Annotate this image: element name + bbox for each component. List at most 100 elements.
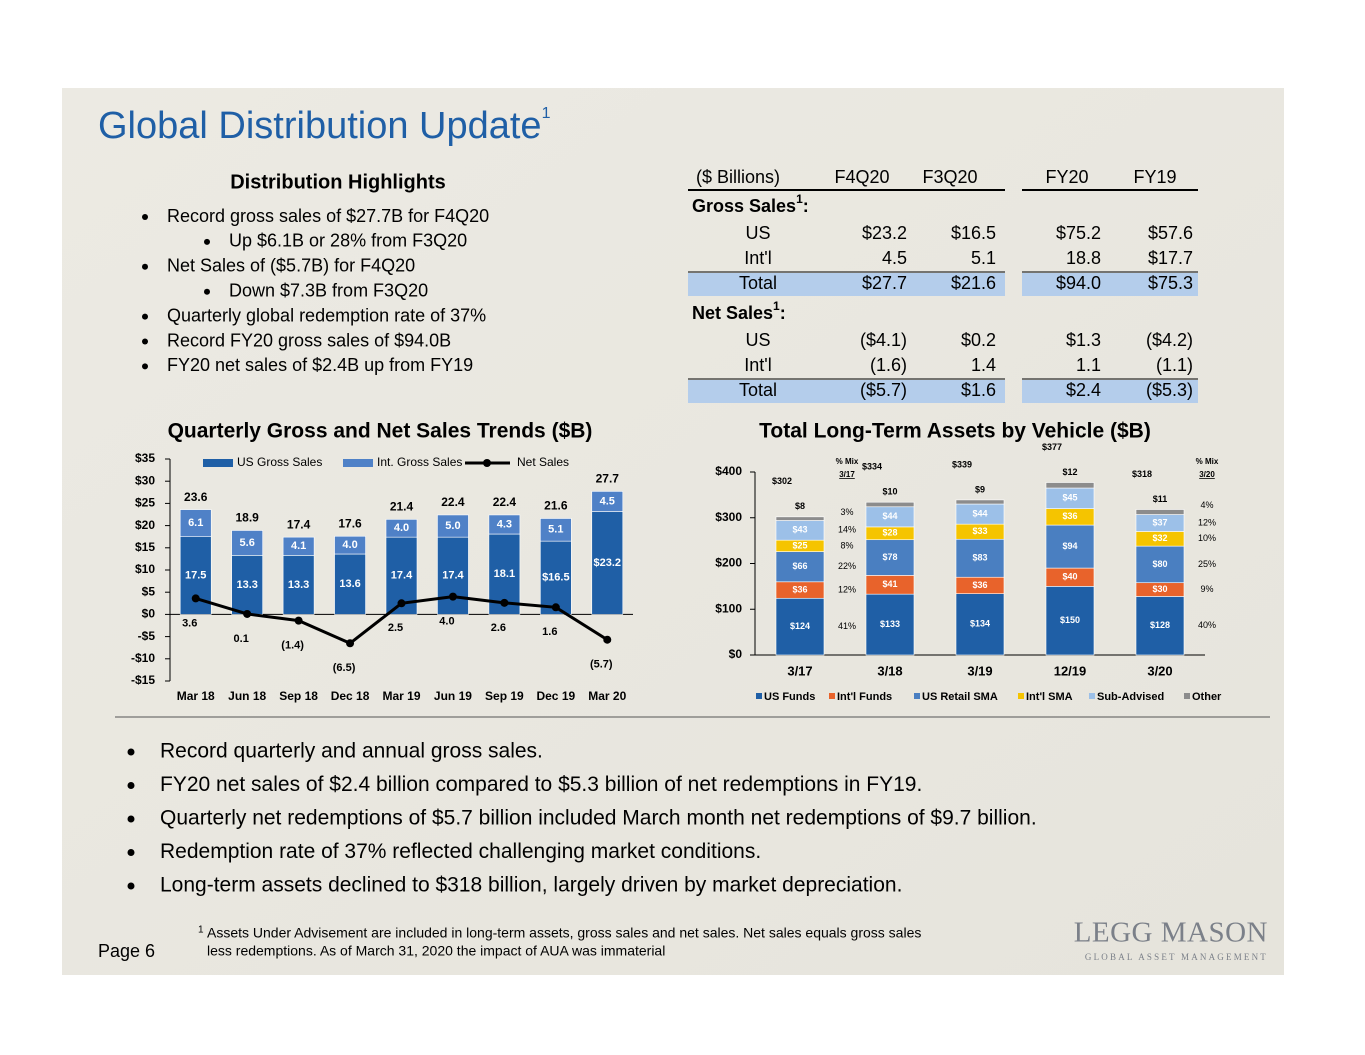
legend-label: US Gross Sales: [237, 455, 322, 469]
bar-segment: [1045, 524, 1095, 569]
value-label: 5.1: [548, 524, 563, 536]
summary-bullet: FY20 net sales of $2.4 billion compared …: [160, 773, 922, 796]
row-label: Total: [739, 273, 777, 293]
bar-segment: [775, 597, 825, 656]
bullet: [127, 782, 135, 789]
x-tick-label: 12/19: [1054, 663, 1087, 678]
value-label: 4.5: [600, 495, 615, 507]
table-value: $1.3: [1066, 330, 1101, 350]
x-tick-label: Mar 18: [177, 689, 215, 703]
line-point: [397, 599, 406, 608]
total-label: $339: [952, 459, 972, 469]
bullet: [142, 363, 148, 370]
total-label: 22.4: [493, 495, 517, 509]
bar-segment: [775, 551, 825, 583]
value-label: $30: [1152, 584, 1167, 594]
table-value: 1.4: [971, 355, 996, 375]
value-label: $128: [1150, 620, 1170, 630]
value-label: 6.1: [188, 517, 203, 529]
section-title: Net Sales1:: [692, 299, 786, 323]
logo-tagline: GLOBAL ASSET MANAGEMENT: [1085, 952, 1268, 962]
bullet: [142, 338, 148, 345]
mix-label: 22%: [838, 561, 856, 571]
x-tick-label: Sep 19: [485, 689, 524, 703]
table-header: FY20: [1045, 167, 1088, 187]
total-label: 27.7: [596, 472, 620, 486]
x-tick-label: Jun 19: [434, 689, 472, 703]
section-title-text: Gross Sales: [692, 196, 796, 216]
value-label: $9: [975, 484, 985, 494]
bar-segment: [385, 519, 418, 538]
bar-segment: [1045, 482, 1095, 489]
y-tick-label: -$15: [131, 673, 155, 687]
highlight-item: Quarterly global redemption rate of 37%: [167, 305, 486, 325]
title-sup: 1: [542, 105, 551, 122]
legend-label: Int. Gross Sales: [377, 455, 462, 469]
table-value: 18.8: [1066, 248, 1101, 268]
summary-bullet: Long-term assets declined to $318 billio…: [160, 874, 902, 897]
value-label: $124: [790, 621, 810, 631]
value-label: $23.2: [594, 557, 622, 569]
line-point: [603, 635, 612, 644]
value-label: 17.5: [185, 569, 206, 581]
highlight-item: Down $7.3B from F3Q20: [229, 280, 428, 300]
x-tick-label: 3/17: [787, 663, 812, 678]
legend-swatch: [343, 459, 373, 467]
legend-label: Sub-Advised: [1097, 691, 1164, 703]
value-label: $36: [972, 580, 987, 590]
highlight-item: FY20 net sales of $2.4B up from FY19: [167, 355, 473, 375]
value-label: 4.3: [497, 518, 512, 530]
value-label: $133: [880, 619, 900, 629]
value-label: $8: [795, 501, 805, 511]
total-label: $302: [772, 476, 792, 486]
table-value: ($4.1): [860, 330, 907, 350]
total-label: $334: [862, 462, 882, 472]
value-label: $12: [1062, 467, 1077, 477]
value-label: 4.0: [394, 522, 409, 534]
value-label: $45: [1062, 493, 1077, 503]
value-label: 13.3: [288, 579, 309, 591]
x-tick-label: Mar 20: [588, 689, 626, 703]
line-label: 0.1: [234, 633, 249, 645]
legend-swatch: [1089, 693, 1095, 699]
line-label: 2.5: [388, 622, 403, 634]
y-tick-label: $0: [729, 647, 743, 661]
y-tick-label: $10: [135, 562, 155, 576]
table-value: ($4.2): [1146, 330, 1193, 350]
highlight-item: Record gross sales of $27.7B for F4Q20: [167, 206, 489, 226]
total-label: 17.4: [287, 517, 311, 531]
value-label: 17.4: [391, 570, 413, 582]
y-tick-label: $20: [135, 518, 155, 532]
value-label: $33: [972, 526, 987, 536]
line-label: (1.4): [281, 640, 304, 652]
legend-swatch: [1018, 693, 1024, 699]
bullet: [142, 214, 148, 220]
bullet: [127, 815, 135, 823]
chart-title: Quarterly Gross and Net Sales Trends ($B…: [168, 420, 593, 443]
value-label: 18.1: [494, 568, 515, 580]
mix-label: 3%: [840, 507, 853, 517]
table-value: $1.6: [961, 380, 996, 400]
legend-swatch: [756, 693, 762, 699]
highlight-item: Record FY20 gross sales of $94.0B: [167, 330, 451, 350]
row-label: Total: [739, 380, 777, 400]
value-label: $11: [1153, 494, 1168, 504]
mix-label: 40%: [1198, 620, 1216, 630]
table-value: 4.5: [882, 248, 907, 268]
y-tick-label: $25: [135, 496, 155, 510]
total-label: 18.9: [235, 511, 259, 525]
line-point: [294, 616, 303, 625]
bar-segment: [865, 593, 915, 656]
total-label: $377: [1042, 442, 1062, 452]
x-tick-label: 3/20: [1147, 663, 1172, 678]
section-title-text: Net Sales: [692, 303, 773, 323]
value-label: $36: [792, 584, 807, 594]
value-label: $83: [972, 553, 987, 563]
value-label: $40: [1062, 572, 1077, 582]
table-header: F4Q20: [834, 167, 889, 187]
value-label: $44: [972, 508, 987, 518]
table-value: ($5.7): [860, 380, 907, 400]
bar-segment: [334, 535, 366, 555]
bar-segment: [282, 536, 315, 556]
